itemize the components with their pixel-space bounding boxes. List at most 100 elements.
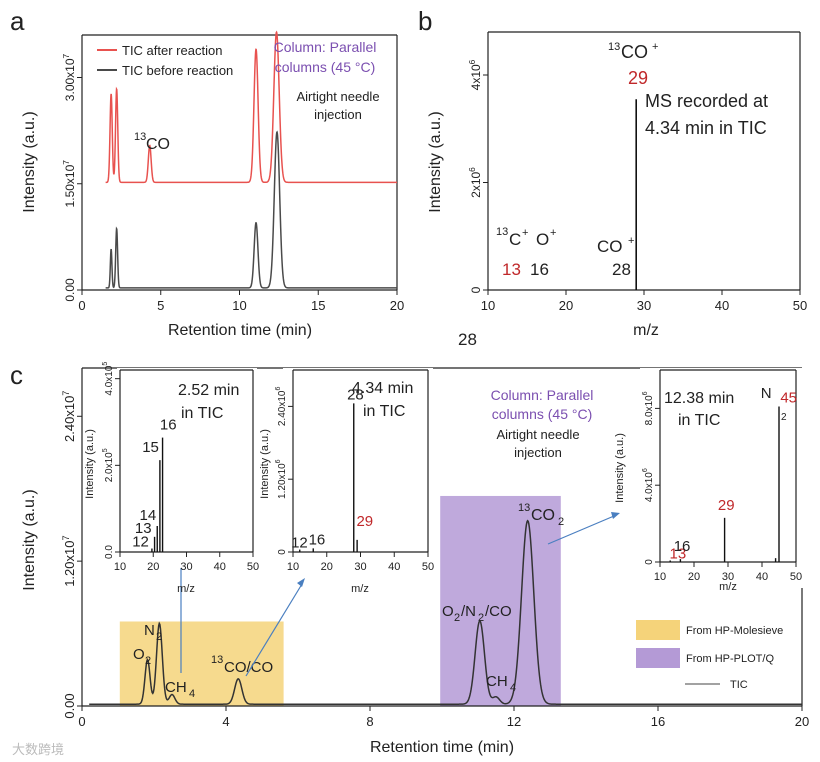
c-arrow-2-head — [297, 578, 305, 587]
c-legend-swatch-plotq — [636, 648, 680, 668]
inset-1-x-label: m/z — [177, 583, 195, 595]
b-co13-sup: 13 — [608, 41, 620, 53]
stray-28: 28 — [458, 330, 477, 349]
c-xtick-label: 12 — [507, 714, 521, 729]
a-series-after — [105, 30, 397, 184]
c-xtick-label: 4 — [222, 714, 229, 729]
a-xtick-label: 15 — [311, 298, 325, 313]
i1-xtick-label: 20 — [147, 561, 159, 573]
a-xtick-label: 10 — [232, 298, 246, 313]
inset-2-title-2: in TIC — [363, 403, 405, 420]
i1-xtick-label: 50 — [247, 561, 259, 573]
b-c-plus: + — [522, 227, 528, 239]
c-xtick-label: 0 — [78, 714, 85, 729]
a-column-line1: Column: Parallel — [274, 39, 377, 55]
c-needle-line1: Airtight needle — [496, 427, 579, 442]
c-legend-plotq: From HP-PLOT/Q — [686, 653, 774, 665]
a-ytick-label: 1.50x107 — [61, 160, 77, 208]
c-xtick-label: 8 — [366, 714, 373, 729]
c-ch4-sub: 4 — [189, 688, 195, 700]
b-ytick-label: 4x106 — [467, 59, 483, 90]
a-needle-line1: Airtight needle — [296, 89, 379, 104]
b-co-plus: + — [628, 235, 634, 247]
i3-xtick-label: 10 — [654, 571, 666, 583]
c-onco-o-sub: 2 — [454, 612, 460, 624]
inset-1-bg — [117, 368, 257, 568]
c-onco-n-sub: 2 — [478, 612, 484, 624]
i3-bar-label: 16 — [674, 538, 691, 555]
i2-bar-label: 16 — [309, 531, 326, 548]
panel-letter-b: b — [418, 6, 432, 36]
a-y-label: Intensity (a.u.) — [21, 111, 38, 212]
i2-bar-label: 28 — [347, 386, 364, 403]
c-o2-label: O — [133, 646, 145, 663]
b-xtick-label: 40 — [715, 298, 729, 313]
i3-xtick-label: 40 — [756, 571, 768, 583]
c-onco-co: /CO — [485, 603, 512, 620]
b-ytick-label: 2x106 — [467, 167, 483, 198]
c-co2-label: CO — [531, 507, 555, 524]
i2-ytick-label: 0 — [277, 549, 288, 555]
c-y-label: Intensity (a.u.) — [21, 489, 38, 590]
b-co13: CO — [621, 42, 648, 62]
i3-bar-label: N — [761, 385, 772, 402]
c-co2-sub: 2 — [558, 516, 564, 528]
b-xtick-label: 20 — [559, 298, 573, 313]
b-c-sup: 13 — [496, 226, 508, 238]
inset-2-x-label: m/z — [351, 583, 369, 595]
c-ytick-label: 0.00 — [62, 693, 77, 718]
c-ch4-label: CH — [165, 679, 187, 696]
c-arrow-2 — [245, 583, 303, 677]
b-c: C — [509, 230, 521, 249]
c-onco-o: O — [442, 603, 454, 620]
i1-bar-label: 12 — [132, 534, 149, 551]
a-xtick-label: 0 — [78, 298, 85, 313]
i2-ytick-label: 1.20x106 — [275, 459, 288, 499]
i1-bar-label: 14 — [140, 507, 157, 524]
a-legend-before: TIC before reaction — [122, 63, 233, 78]
c-legend-tic: TIC — [730, 679, 748, 691]
inset-2-y-label: Intensity (a.u.) — [259, 429, 271, 499]
a-co-sup: 13 — [134, 131, 146, 143]
i1-xtick-label: 30 — [180, 561, 192, 573]
c-needle-line2: injection — [514, 445, 562, 460]
i3-bar-label: 29 — [718, 497, 735, 514]
watermark: 大数跨境 — [12, 742, 64, 757]
c-region-1 — [440, 495, 561, 706]
i1-ytick-label: 0.0 — [104, 545, 115, 559]
c-co-label: CO/CO — [224, 659, 273, 676]
c-arrow-3 — [547, 515, 615, 545]
b-n28: 28 — [612, 260, 631, 279]
i2-xtick-label: 20 — [321, 561, 333, 573]
i1-bar-label: 13 — [135, 520, 152, 537]
i2-bar-label: 12 — [291, 535, 308, 552]
c-ytick-label: 2.40x107 — [61, 391, 77, 442]
c-x-label: Retention time (min) — [370, 739, 514, 756]
c-column-line1: Column: Parallel — [491, 387, 594, 403]
i2-xtick-label: 50 — [422, 561, 434, 573]
b-xtick-label: 50 — [793, 298, 807, 313]
panel-letter-c: c — [10, 360, 23, 390]
b-co: CO — [597, 237, 623, 256]
c-ytick-label: 1.20x107 — [61, 535, 77, 586]
inset-2-bg — [283, 368, 433, 568]
c-legend-swatch-molesieve — [636, 620, 680, 640]
i3-xtick-label: 50 — [790, 571, 802, 583]
a-xtick-label: 20 — [390, 298, 404, 313]
inset-3-y-label: Intensity (a.u.) — [614, 433, 626, 503]
c-xtick-label: 20 — [795, 714, 809, 729]
i3-xtick-label: 20 — [688, 571, 700, 583]
panel-a-chart: 0 5 10 15 20 0.00 1.50x107 3.00x107 Retention … — [21, 30, 404, 339]
c-n2-label: N — [144, 622, 155, 639]
b-ytick-label: 0 — [469, 286, 483, 293]
b-xtick-label: 30 — [637, 298, 651, 313]
a-x-label: Retention time (min) — [168, 322, 312, 339]
b-x-label: m/z — [633, 322, 659, 339]
i3-bar-label: 13 — [670, 545, 687, 562]
inset-1-title-2: in TIC — [181, 405, 223, 422]
b-o-plus: + — [550, 227, 556, 239]
panel-b-chart: 10 20 30 40 50 0 2x106 4x106 m/z Intensity (a.… — [427, 31, 807, 339]
